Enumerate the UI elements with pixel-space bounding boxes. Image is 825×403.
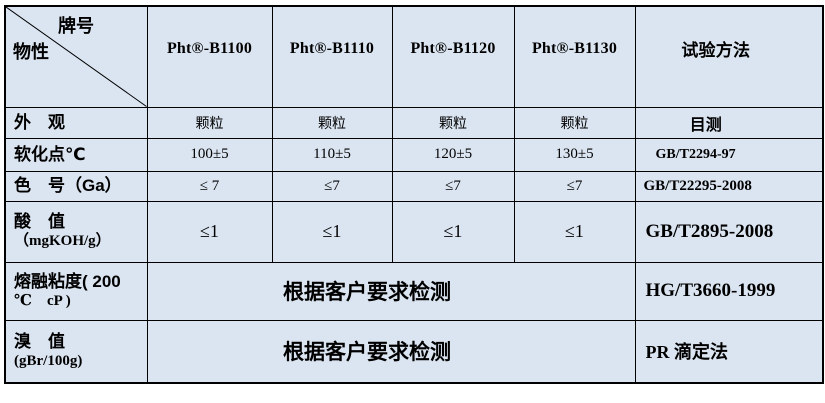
row-label-text: 软化点℃	[14, 144, 86, 164]
cell-appearance-b1130: 颗粒	[513, 106, 636, 139]
cell-softening-b1110: 110±5	[271, 137, 393, 172]
cell-method-melt-viscosity: HG/T3660-1999	[634, 261, 824, 321]
row-label-acid-value: 酸 值 （mgKOH/g）	[4, 200, 148, 263]
corner-label-property: 物性	[13, 42, 49, 62]
column-header-b1130: Pht®-B1130	[513, 5, 636, 108]
cell-acid-b1120: ≤1	[391, 200, 515, 263]
row-label-text: 溴 值	[14, 331, 65, 351]
row-melt-viscosity: 熔融粘度( 200 ℃ cP ) 根据客户要求检测 HG/T3660-1999	[4, 261, 824, 321]
cell-color-b1130: ≤7	[513, 170, 636, 202]
cell-method-appearance: 目测	[634, 106, 824, 139]
page: 牌号 物性 Pht®-B1100 Pht®-B1110 Pht®-B1120 P…	[4, 5, 824, 384]
corner-label-grade: 牌号	[58, 16, 94, 36]
cell-acid-b1100: ≤1	[146, 200, 273, 263]
cell-softening-b1100: 100±5	[146, 137, 273, 172]
product-spec-table: 牌号 物性 Pht®-B1100 Pht®-B1110 Pht®-B1120 P…	[4, 5, 824, 384]
cell-appearance-b1120: 颗粒	[391, 106, 515, 139]
cell-acid-b1130: ≤1	[513, 200, 636, 263]
cell-appearance-b1110: 颗粒	[271, 106, 393, 139]
row-appearance: 外 观 颗粒 颗粒 颗粒 颗粒 目测	[4, 106, 824, 139]
column-header-b1100: Pht®-B1100	[146, 5, 273, 108]
row-label-text: 酸 值	[14, 212, 65, 232]
row-label-melt-viscosity: 熔融粘度( 200 ℃ cP )	[4, 261, 148, 321]
cell-acid-b1110: ≤1	[271, 200, 393, 263]
row-label-bromine-value: 溴 值 (gBr/100g)	[4, 319, 148, 384]
cell-color-b1110: ≤7	[271, 170, 393, 202]
cell-method-color: GB/T22295-2008	[634, 170, 824, 202]
cell-method-bromine: PR 滴定法	[634, 319, 824, 384]
cell-merged-bromine: 根据客户要求检测	[146, 319, 636, 384]
cell-color-b1100: ≤ 7	[146, 170, 273, 202]
cell-method-softening: GB/T2294-97	[634, 137, 824, 172]
corner-header-cell: 牌号 物性	[4, 5, 148, 108]
cell-color-b1120: ≤7	[391, 170, 515, 202]
row-label-unit: （mgKOH/g）	[14, 233, 111, 250]
row-acid-value: 酸 值 （mgKOH/g） ≤1 ≤1 ≤1 ≤1 GB/T2895-2008	[4, 200, 824, 263]
row-label-softening-point: 软化点℃	[4, 137, 148, 172]
row-label-unit: ℃ cP )	[14, 292, 71, 309]
row-label-appearance: 外 观	[4, 106, 148, 139]
column-header-b1120: Pht®-B1120	[391, 5, 515, 108]
column-header-test-method: 试验方法	[634, 5, 824, 108]
row-label-text: 熔融粘度( 200	[14, 271, 121, 291]
row-color-number: 色 号（Ga） ≤ 7 ≤7 ≤7 ≤7 GB/T22295-2008	[4, 170, 824, 202]
cell-appearance-b1100: 颗粒	[146, 106, 273, 139]
cell-merged-melt-viscosity: 根据客户要求检测	[146, 261, 636, 321]
diagonal-divider-line	[6, 7, 147, 107]
row-softening-point: 软化点℃ 100±5 110±5 120±5 130±5 GB/T2294-97	[4, 137, 824, 172]
column-header-b1110: Pht®-B1110	[271, 5, 393, 108]
row-label-unit: (gBr/100g)	[14, 353, 83, 370]
cell-method-acid: GB/T2895-2008	[634, 200, 824, 263]
row-label-text: 外 观	[14, 112, 65, 132]
cell-softening-b1120: 120±5	[391, 137, 515, 172]
cell-softening-b1130: 130±5	[513, 137, 636, 172]
row-bromine-value: 溴 值 (gBr/100g) 根据客户要求检测 PR 滴定法	[4, 319, 824, 384]
row-label-color-number: 色 号（Ga）	[4, 170, 148, 202]
header-row: 牌号 物性 Pht®-B1100 Pht®-B1110 Pht®-B1120 P…	[4, 5, 824, 108]
row-label-text: 色 号（Ga）	[14, 176, 122, 196]
